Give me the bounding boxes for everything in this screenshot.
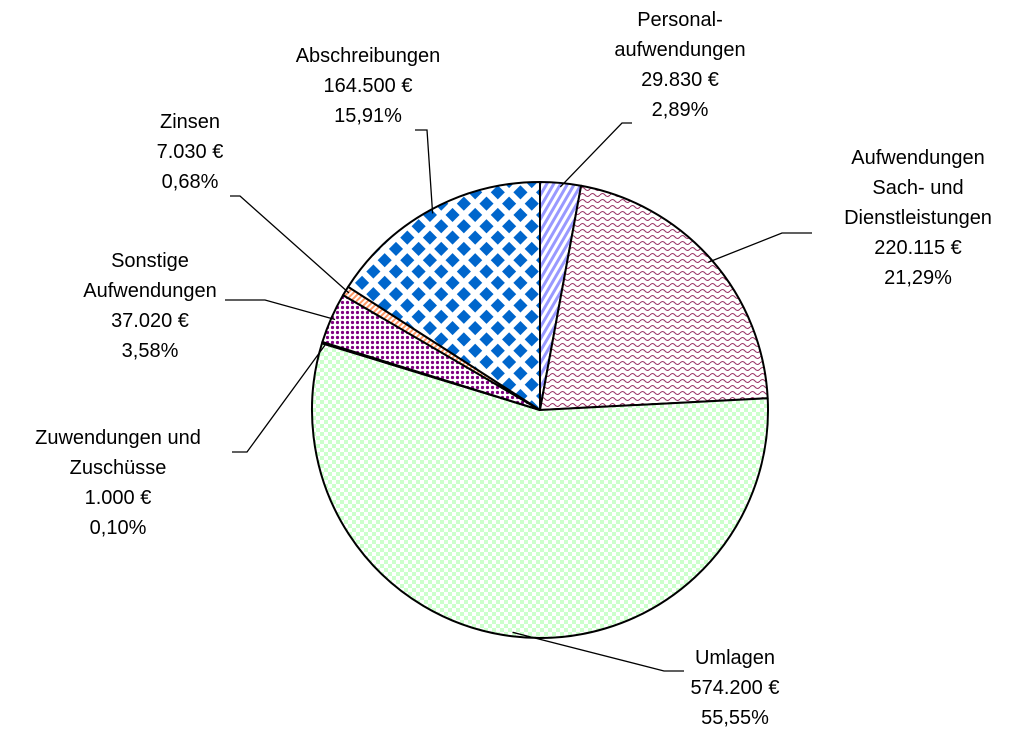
leader-line <box>708 232 812 263</box>
leader-line <box>512 631 684 672</box>
leader-line <box>225 299 336 321</box>
leader-line <box>230 195 350 294</box>
pie-slice <box>539 184 769 411</box>
value-label: 1.000 € <box>85 487 152 509</box>
value-label: 164.500 € <box>324 75 413 97</box>
percentage-label: 2,89% <box>652 99 709 121</box>
value-label: 7.030 € <box>157 141 224 163</box>
slice-label: Zuwendungen und Zuschüsse <box>35 427 201 479</box>
value-label: 220.115 € <box>874 237 962 259</box>
percentage-label: 55,55% <box>701 707 769 729</box>
leader-line <box>559 122 632 188</box>
value-label: 29.830 € <box>641 69 719 91</box>
slice-label: Zinsen <box>160 111 220 133</box>
percentage-label: 0,68% <box>162 171 219 193</box>
leader-line <box>232 343 327 453</box>
value-label: 574.200 € <box>691 677 780 699</box>
slice-label: Abschreibungen <box>296 45 441 67</box>
leader-line <box>415 129 434 214</box>
value-label: 37.020 € <box>111 310 189 332</box>
pie-slice <box>347 181 541 411</box>
percentage-label: 15,91% <box>334 105 402 127</box>
slice-label: Aufwendungen Sach- und Dienstleistungen <box>844 147 992 229</box>
percentage-label: 3,58% <box>122 340 179 362</box>
slice-label: Umlagen <box>695 647 775 669</box>
slice-label: Sonstige Aufwendungen <box>83 250 216 302</box>
slice-label: Personal-aufwendungen <box>614 9 745 61</box>
pie-slice <box>311 342 769 639</box>
percentage-label: 21,29% <box>884 267 952 289</box>
percentage-label: 0,10% <box>90 517 147 539</box>
